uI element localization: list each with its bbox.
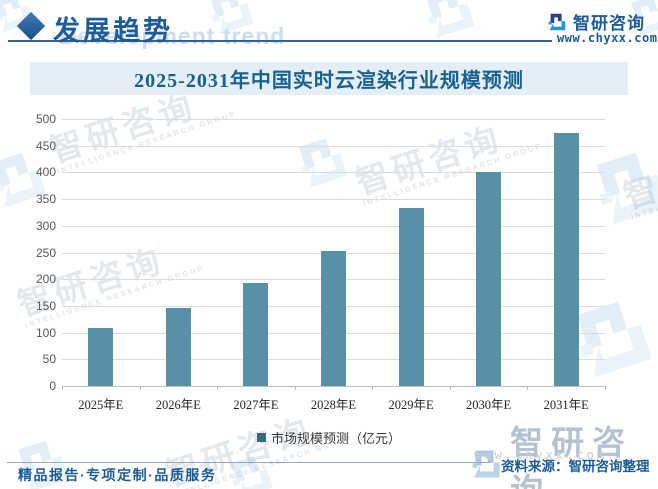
x-tick [449, 386, 451, 390]
header-divider [8, 40, 552, 42]
data-source: 资料来源：智研咨询整理 [501, 459, 650, 474]
x-tick [372, 386, 374, 390]
bar-chart-plot-area [62, 119, 606, 390]
diamond-icon [16, 11, 46, 41]
x-axis-line [62, 386, 605, 387]
y-tick-label: 100 [35, 325, 56, 340]
chart-legend: 市场规模预测（亿元） [0, 428, 658, 447]
bar-2028年E [321, 251, 346, 386]
header: Development trend 发展趋势 智研咨询 www.chyxx.co… [0, 0, 658, 56]
x-tick [139, 386, 141, 390]
y-axis: 0 50 100 150 200 250 300 350 400 450 500 [22, 112, 56, 393]
footer-brand-watermark-text: 智研咨询 [510, 424, 634, 489]
x-tick-label: 2031年E [543, 398, 589, 412]
gridline [62, 172, 605, 174]
section-title: 发展趋势 [53, 16, 173, 46]
gridline [62, 119, 605, 120]
x-tick-label: 2025年E [78, 398, 124, 412]
bar-2030年E [476, 171, 502, 386]
x-tick [217, 386, 219, 390]
y-tick-label: 400 [35, 165, 56, 180]
x-tick-label: 2026年E [155, 398, 201, 412]
x-tick-label: 2030年E [466, 398, 512, 412]
y-tick-label: 50 [42, 352, 56, 367]
y-tick-label: 300 [35, 218, 56, 233]
x-tick-label: 2028年E [310, 398, 357, 412]
x-tick [294, 386, 296, 390]
y-tick-label: 200 [35, 272, 56, 287]
bar-2031年E [553, 133, 579, 386]
brand-name: 智研咨询 [573, 14, 645, 33]
x-tick [62, 386, 63, 390]
y-tick-label: 0 [49, 379, 56, 393]
bar-2027年E [243, 282, 269, 386]
legend-label: 市场规模预测（亿元） [270, 431, 401, 446]
legend-marker [256, 433, 266, 442]
x-tick-label: 2029年E [388, 398, 434, 412]
gridline [62, 225, 605, 227]
section-title-en: Development trend [60, 23, 286, 49]
brand-logo-icon [548, 13, 566, 30]
footer-watermark-site: www.chyxx.com [474, 448, 607, 462]
y-tick-label: 250 [35, 245, 56, 260]
chart-title-band: 2025-2031年中国实时云渲染行业规模预测 [30, 62, 628, 95]
bar-2029年E [398, 208, 424, 386]
bar-2026年E [165, 307, 191, 386]
gridline [62, 199, 605, 201]
gridline [62, 145, 605, 147]
footer-divider [7, 462, 491, 463]
brand-logo: 智研咨询 [546, 9, 645, 34]
chart-title: 2025-2031年中国实时云渲染行业规模预测 [134, 70, 524, 92]
x-tick [527, 386, 529, 390]
footer-tagline: 精品报告·专项定制·品质服务 [18, 467, 217, 483]
x-axis-labels: 2025年E 2026年E 2027年E 2028年E 2029年E 2030年E 2031… [62, 394, 605, 412]
y-tick-label: 350 [35, 192, 56, 207]
y-tick-label: 450 [35, 138, 56, 153]
x-tick-label: 2027年E [233, 398, 279, 412]
bar-2025年E [88, 328, 114, 386]
website-link[interactable]: www.chyxx.com [557, 31, 658, 45]
footer-brand-watermark: 智研咨询 [468, 416, 658, 489]
y-tick-label: 150 [35, 298, 56, 313]
x-tick [605, 386, 606, 390]
y-tick-label: 500 [35, 112, 56, 126]
